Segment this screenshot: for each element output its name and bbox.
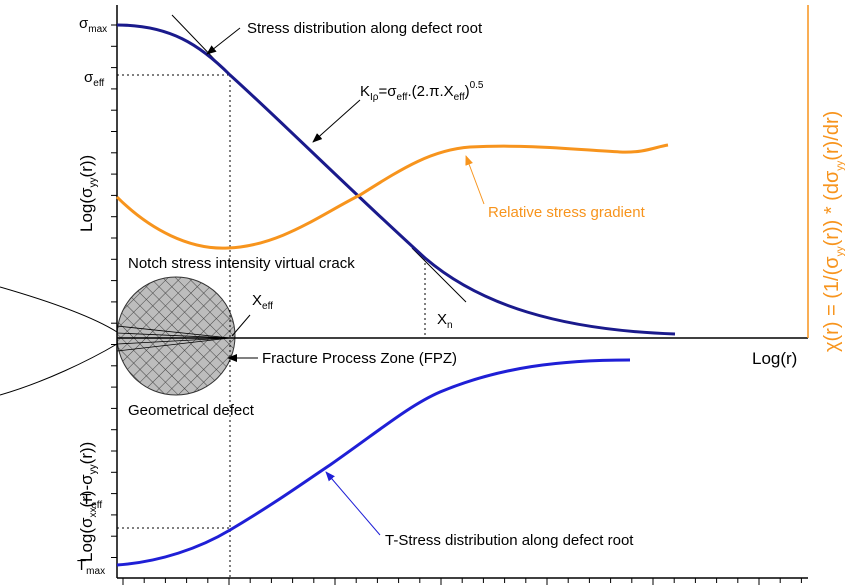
x-axis-title: Log(r) <box>752 349 797 368</box>
notch-edge <box>0 286 118 333</box>
tangent-line <box>171 14 219 64</box>
text: ) <box>465 83 470 100</box>
t-stress-curve <box>116 358 631 567</box>
arrow <box>206 27 241 55</box>
text: .(2.π.X <box>407 83 453 100</box>
text: (r)/dr) <box>821 111 843 161</box>
leader-line <box>231 314 251 337</box>
gradient-label: Relative stress gradient <box>488 204 646 221</box>
subscript: yy <box>88 464 99 474</box>
text: K <box>360 83 370 100</box>
subscript: eff <box>397 92 408 103</box>
subscript: yy <box>835 246 846 256</box>
arrow <box>325 471 381 536</box>
subscript: n <box>447 320 453 331</box>
left-axis-title-top: Log(σyy(r)) <box>77 155 99 232</box>
crack-line <box>116 337 231 345</box>
text: (r)) * (dσ <box>821 170 843 246</box>
gradient-curve <box>115 143 669 250</box>
left-axis-title-bottom: Log(σxx(r)-σyy(r)) <box>77 442 99 562</box>
subscript: eff <box>91 500 102 511</box>
symbol: T <box>77 557 86 574</box>
sigma-eff-label: σeff <box>84 69 104 89</box>
crack-line <box>116 337 231 352</box>
subscript: yy <box>88 177 99 187</box>
text: Log(σ <box>77 187 96 232</box>
subscript: eff <box>454 92 465 103</box>
sigma-max-label: σmax <box>79 15 107 35</box>
text: (r)) <box>77 155 96 178</box>
symbol: σ <box>84 69 94 86</box>
subscript: xx <box>88 507 99 517</box>
notch-edge <box>0 343 118 396</box>
text: (r)-σ <box>77 474 96 508</box>
symbol: X <box>437 311 447 328</box>
t-eff-label: Teff <box>82 491 102 511</box>
subscript: eff <box>262 301 273 312</box>
symbol: σ <box>79 15 89 32</box>
virtual-crack <box>116 325 231 352</box>
crack-line <box>116 332 231 339</box>
superscript: 0.5 <box>470 80 484 91</box>
defect-label: Geometrical defect <box>128 402 255 419</box>
fpz-label: Fracture Process Zone (FPZ) <box>262 350 457 367</box>
arrow <box>312 99 361 143</box>
stress-label: Stress distribution along defect root <box>247 20 483 37</box>
subscript: Iρ <box>370 92 379 103</box>
right-axis-title: χ(r) = (1/(σyy(r)) * (dσyy(r)/dr) <box>821 111 846 352</box>
symbol: T <box>82 491 91 508</box>
text: (r)) <box>77 442 96 465</box>
arrow <box>465 155 485 205</box>
text: χ(r) = (1/(σ <box>821 256 843 352</box>
guides <box>117 74 426 578</box>
symbol: X <box>252 292 262 309</box>
tangent-line <box>411 247 467 303</box>
k-formula: KIρ=σeff.(2.π.Xeff)0.5 <box>360 80 484 103</box>
crack-line <box>116 325 231 339</box>
subscript: eff <box>93 78 104 89</box>
text: Log(σ <box>77 517 96 562</box>
subscript: max <box>88 24 107 35</box>
stress-curve <box>116 23 676 336</box>
subscript: max <box>86 566 105 577</box>
t-stress-label: T-Stress distribution along defect root <box>385 532 634 549</box>
subscript: yy <box>835 161 846 171</box>
notch-label: Notch stress intensity virtual crack <box>128 255 355 272</box>
text: =σ <box>378 83 397 100</box>
x-eff-label: Xeff <box>252 292 273 312</box>
t-max-label: Tmax <box>77 557 105 577</box>
x-n-label: Xn <box>437 311 453 331</box>
